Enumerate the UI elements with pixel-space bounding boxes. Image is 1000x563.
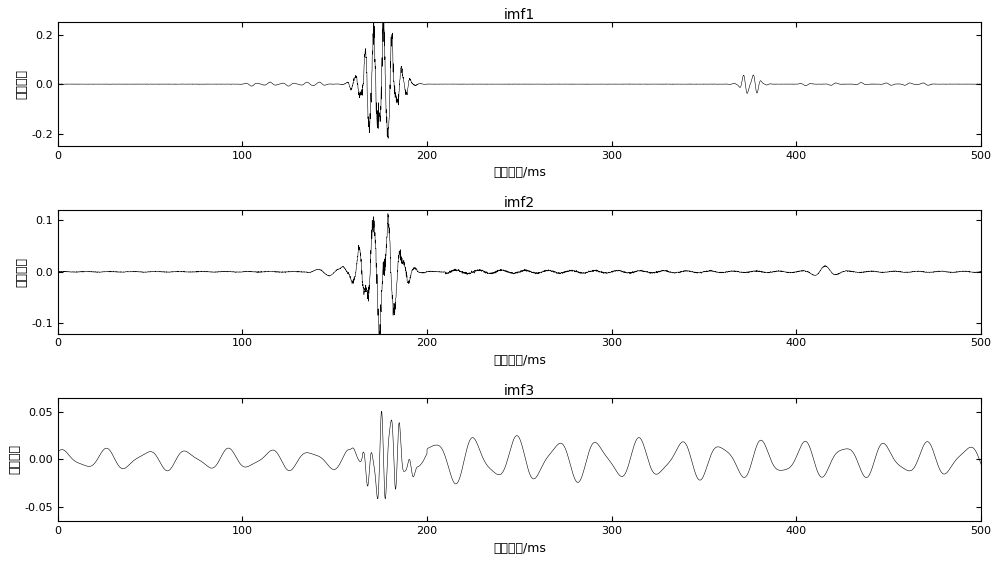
Title: imf2: imf2 [504, 196, 535, 210]
X-axis label: 采样时间/ms: 采样时间/ms [493, 542, 546, 555]
Y-axis label: 信号幅値: 信号幅値 [15, 69, 28, 99]
Y-axis label: 信号幅値: 信号幅値 [8, 444, 21, 475]
Title: imf1: imf1 [504, 8, 535, 23]
Title: imf3: imf3 [504, 383, 535, 397]
X-axis label: 采样时间/ms: 采样时间/ms [493, 166, 546, 180]
Y-axis label: 信号幅値: 信号幅値 [15, 257, 28, 287]
X-axis label: 采样时间/ms: 采样时间/ms [493, 354, 546, 367]
